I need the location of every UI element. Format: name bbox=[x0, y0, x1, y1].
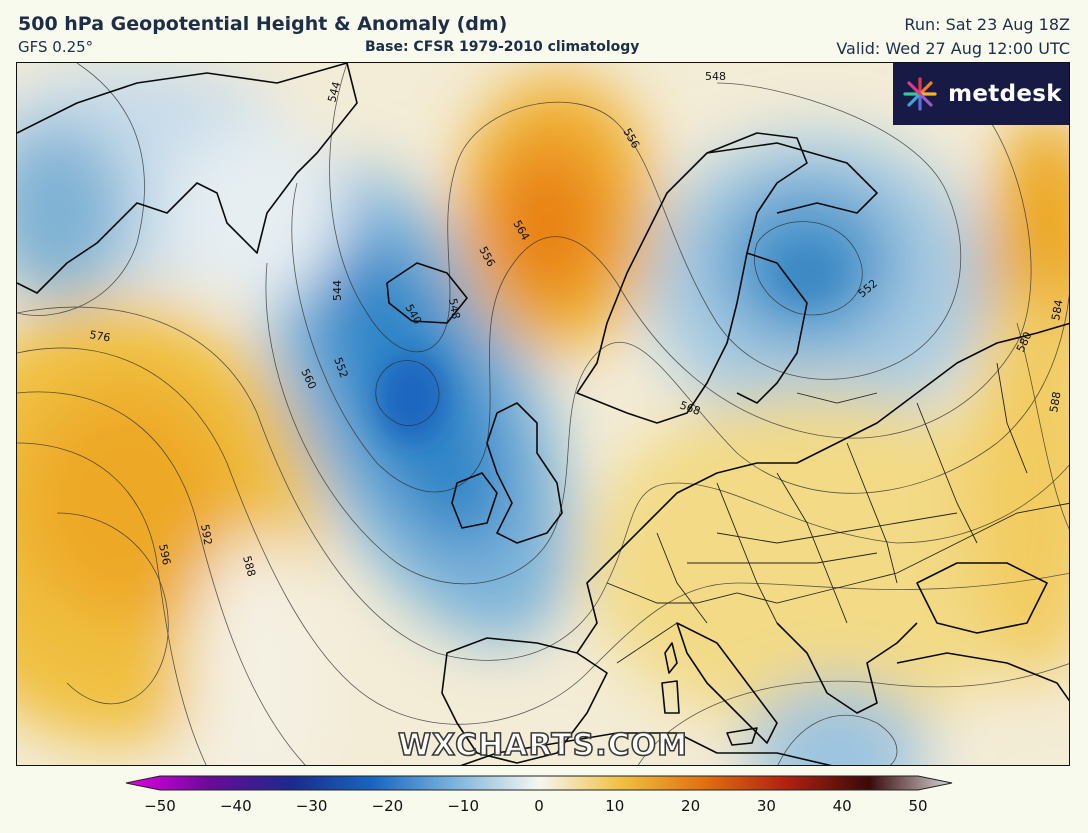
valid-time-label: Valid: Wed 27 Aug 12:00 UTC bbox=[836, 39, 1070, 58]
anomaly-colorbar bbox=[125, 775, 953, 791]
height-contours bbox=[17, 63, 1069, 765]
colorbar-tick-label: −30 bbox=[295, 797, 328, 815]
contour-label: 588 bbox=[240, 554, 258, 578]
map-panel: 544 548 556 564 556 548 540 544 552 560 … bbox=[16, 62, 1070, 766]
climatology-base-label: Base: CFSR 1979-2010 climatology bbox=[365, 39, 640, 55]
colorbar-tick-label: −40 bbox=[219, 797, 252, 815]
contour-label: 544 bbox=[331, 280, 344, 301]
colorbar-tick-label: −50 bbox=[144, 797, 176, 815]
wxcharts-watermark: WXCHARTS.COM bbox=[397, 727, 689, 764]
metdesk-logo-text: metdesk bbox=[948, 81, 1062, 107]
colorbar-tick-label: 30 bbox=[756, 797, 776, 815]
contour-label: 584 bbox=[1049, 299, 1065, 322]
starburst-icon bbox=[903, 77, 937, 111]
contour-label: 548 bbox=[446, 297, 462, 320]
metdesk-logo: metdesk bbox=[893, 63, 1069, 125]
colorbar-tick-label: 0 bbox=[534, 797, 544, 815]
colorbar-tick-label: −10 bbox=[447, 797, 480, 815]
anomaly-map: 544 548 556 564 556 548 540 544 552 560 … bbox=[17, 63, 1069, 765]
colorbar-tick-label: −20 bbox=[371, 797, 404, 815]
contour-label: 544 bbox=[325, 80, 343, 104]
run-time-label: Run: Sat 23 Aug 18Z bbox=[904, 15, 1070, 34]
contour-label: 592 bbox=[198, 523, 214, 546]
colorbar-tick-label: 50 bbox=[908, 797, 928, 815]
contour-label: 548 bbox=[705, 70, 726, 83]
contour-label: 596 bbox=[156, 543, 173, 566]
colorbar-tick-label: 20 bbox=[681, 797, 701, 815]
colorbar-tick-label: 40 bbox=[832, 797, 852, 815]
coastlines bbox=[17, 63, 1069, 765]
contour-label: 588 bbox=[1047, 391, 1063, 414]
colorbar-tick-label: 10 bbox=[605, 797, 625, 815]
contour-label: 576 bbox=[88, 328, 111, 344]
country-borders bbox=[606, 362, 1069, 664]
model-label: GFS 0.25° bbox=[18, 38, 94, 56]
chart-title: 500 hPa Geopotential Height & Anomaly (d… bbox=[18, 13, 508, 35]
